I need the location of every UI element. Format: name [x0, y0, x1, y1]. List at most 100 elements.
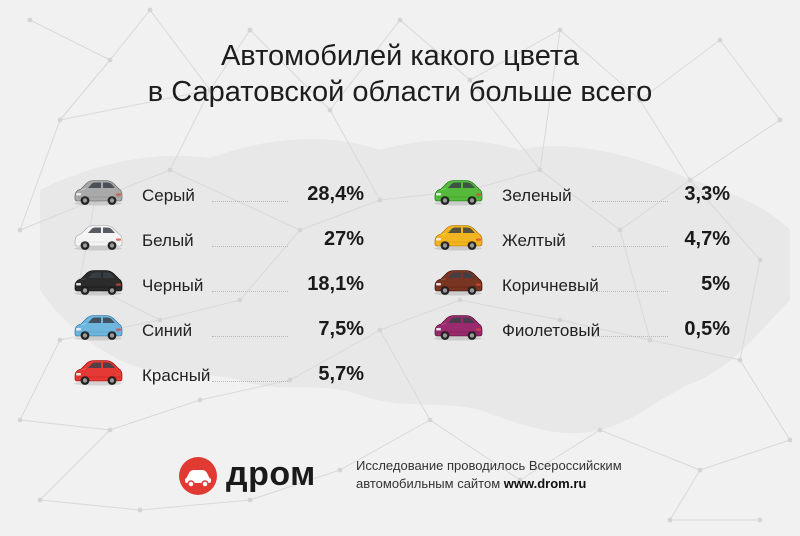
network-line: [149, 9, 211, 91]
network-node: [107, 57, 113, 63]
list-item: Красный 5,7%: [72, 356, 364, 401]
car-icon-black: [74, 270, 123, 296]
network-line: [689, 119, 781, 181]
network-node: [137, 507, 143, 513]
network-line: [459, 299, 561, 321]
network-line: [299, 199, 381, 231]
network-node: [377, 327, 383, 333]
network-node: [697, 467, 703, 473]
footer-note-line-2: автомобильным сайтом www.drom.ru: [356, 475, 656, 493]
network-line: [19, 419, 111, 431]
network-node: [167, 167, 173, 173]
network-node: [107, 427, 113, 433]
title-line-2: в Саратовской области больше всего: [147, 76, 653, 108]
site-link[interactable]: www.drom.ru: [503, 476, 587, 491]
color-value: 5,7%: [318, 363, 364, 385]
network-line: [469, 169, 541, 191]
color-label: Черный: [142, 276, 204, 295]
network-line: [169, 89, 211, 171]
network-node: [787, 437, 793, 443]
network-node: [757, 517, 763, 523]
right-color-list: Зеленый 3,3% Желтый 4,7% Коричневый 5% Ф…: [432, 176, 730, 356]
network-line: [639, 39, 721, 101]
network-line: [249, 469, 341, 501]
color-value: 0,5%: [684, 318, 730, 340]
network-line: [329, 109, 381, 201]
network-line: [469, 29, 561, 81]
network-node: [557, 27, 563, 33]
network-node: [207, 87, 213, 93]
car-icon-gray: [74, 180, 123, 206]
network-line: [29, 19, 111, 61]
network-node: [687, 177, 693, 183]
network-node: [397, 17, 403, 23]
color-label: Красный: [142, 366, 211, 385]
dotted-leader: [592, 291, 668, 292]
network-node: [557, 317, 563, 323]
dotted-leader: [592, 201, 668, 202]
list-item: Фиолетовый 0,5%: [432, 311, 730, 356]
network-line: [539, 29, 561, 171]
color-label: Коричневый: [502, 276, 599, 295]
map-silhouette: [40, 138, 790, 434]
network-node: [17, 417, 23, 423]
color-label: Желтый: [502, 231, 566, 250]
network-node: [197, 397, 203, 403]
network-node: [237, 297, 243, 303]
list-item: Желтый 4,7%: [432, 221, 730, 266]
network-node: [57, 337, 63, 343]
network-node: [337, 467, 343, 473]
network-line: [739, 359, 791, 441]
network-node: [37, 497, 43, 503]
network-line: [59, 89, 211, 121]
network-line: [239, 229, 301, 301]
color-value: 18,1%: [307, 273, 364, 295]
network-line: [19, 199, 96, 231]
network-node: [517, 477, 523, 483]
network-node: [647, 337, 653, 343]
list-item: Белый 27%: [72, 221, 364, 266]
car-icon-purple: [434, 315, 483, 341]
network-line: [19, 119, 61, 231]
car-icon-red: [74, 360, 123, 386]
network-line: [649, 339, 741, 361]
network-line: [109, 9, 151, 61]
dotted-leader: [212, 201, 288, 202]
network-node: [757, 257, 763, 263]
car-icon-yellow: [434, 225, 483, 251]
color-value: 4,7%: [684, 228, 730, 250]
network-node: [667, 517, 673, 523]
network-line: [159, 299, 241, 321]
color-value: 7,5%: [318, 318, 364, 340]
title-line-1: Автомобилей какого цвета: [220, 40, 580, 72]
color-label: Фиолетовый: [502, 321, 601, 340]
list-item: Синий 7,5%: [72, 311, 364, 356]
network-node: [597, 427, 603, 433]
list-item: Коричневый 5%: [432, 266, 730, 311]
network-node: [57, 117, 63, 123]
dotted-leader: [212, 336, 288, 337]
network-line: [249, 29, 331, 111]
network-node: [537, 167, 543, 173]
dotted-leader: [592, 246, 668, 247]
network-node: [17, 227, 23, 233]
color-label: Белый: [142, 231, 194, 250]
network-node: [247, 497, 253, 503]
color-label: Зеленый: [502, 186, 572, 205]
network-line: [599, 429, 701, 471]
network-line: [699, 439, 791, 471]
network-line: [379, 329, 431, 421]
dotted-leader: [212, 381, 288, 382]
dotted-leader: [212, 291, 288, 292]
color-value: 27%: [323, 228, 364, 250]
color-value: 28,4%: [307, 183, 364, 205]
network-node: [157, 317, 163, 323]
network-line: [639, 99, 691, 181]
network-node: [247, 27, 253, 33]
network-line: [39, 429, 111, 501]
dotted-leader: [592, 336, 668, 337]
network-line: [329, 19, 401, 111]
network-node: [147, 7, 153, 13]
network-line: [619, 179, 691, 231]
page-title: Автомобилей какого цвета в Саратовской о…: [0, 38, 800, 110]
